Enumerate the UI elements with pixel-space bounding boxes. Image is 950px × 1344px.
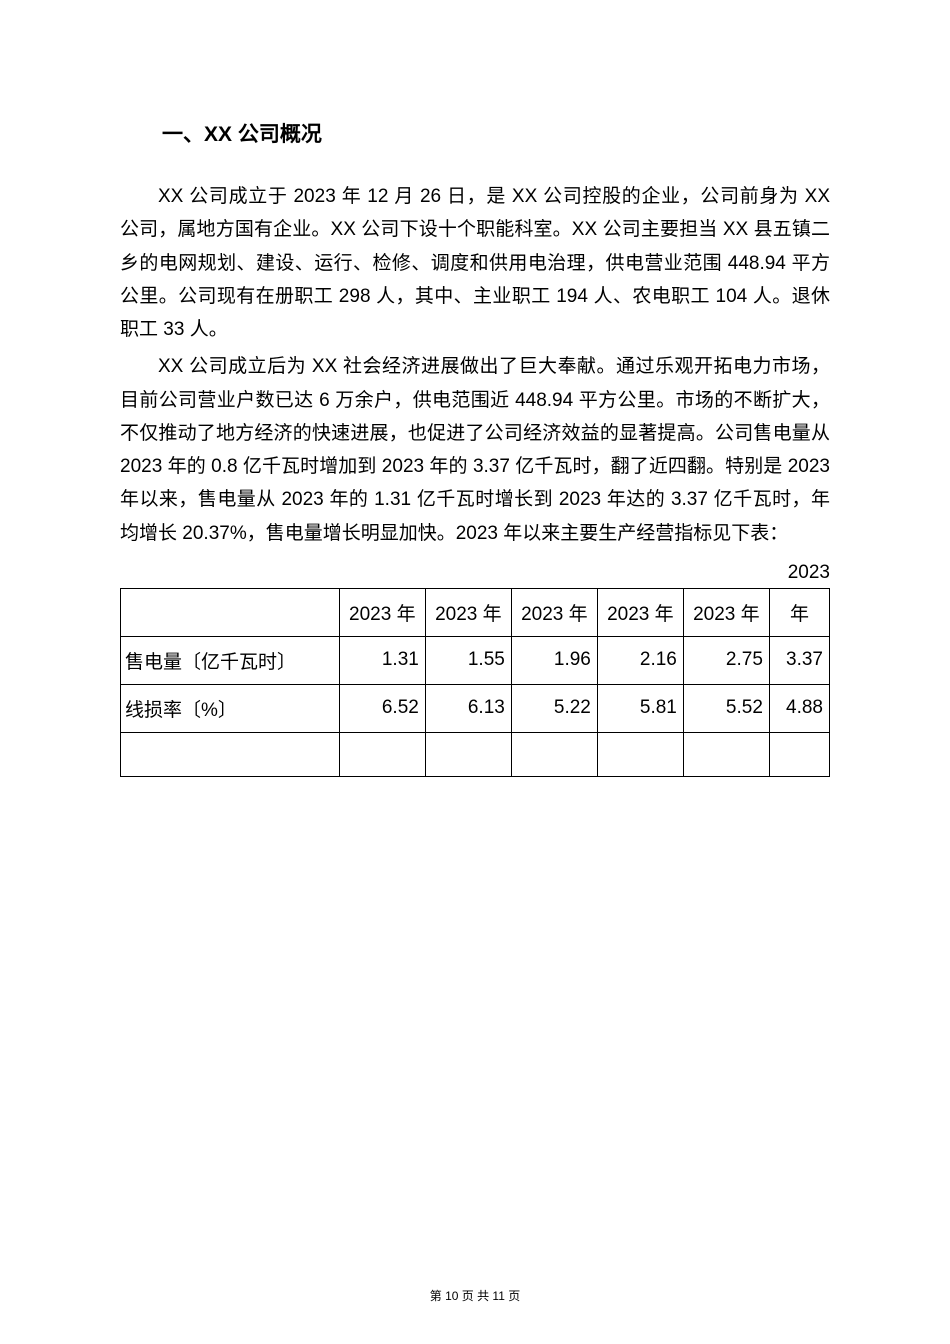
cell-sales-3: 1.96 bbox=[511, 636, 597, 684]
empty-cell bbox=[511, 732, 597, 776]
empty-cell bbox=[425, 732, 511, 776]
table-empty-row bbox=[121, 732, 830, 776]
header-year-1: 2023 年 bbox=[339, 588, 425, 636]
table-row: 线损率〔%〕 6.52 6.13 5.22 5.81 5.52 4.88 bbox=[121, 684, 830, 732]
header-year-2: 2023 年 bbox=[425, 588, 511, 636]
cell-sales-5: 2.75 bbox=[683, 636, 769, 684]
header-year-3: 2023 年 bbox=[511, 588, 597, 636]
cell-sales-6: 3.37 bbox=[769, 636, 829, 684]
empty-cell bbox=[683, 732, 769, 776]
paragraph-block-1: XX 公司成立于 2023 年 12 月 26 日，是 XX 公司控股的企业，公… bbox=[120, 180, 830, 346]
row-label-sales: 售电量〔亿千瓦时〕 bbox=[121, 636, 340, 684]
cell-loss-4: 5.81 bbox=[597, 684, 683, 732]
empty-cell bbox=[339, 732, 425, 776]
cell-loss-5: 5.52 bbox=[683, 684, 769, 732]
cell-loss-1: 6.52 bbox=[339, 684, 425, 732]
cell-loss-3: 5.22 bbox=[511, 684, 597, 732]
header-year-5: 2023 年 bbox=[683, 588, 769, 636]
header-year-4: 2023 年 bbox=[597, 588, 683, 636]
table-row: 售电量〔亿千瓦时〕 1.31 1.55 1.96 2.16 2.75 3.37 bbox=[121, 636, 830, 684]
cell-loss-2: 6.13 bbox=[425, 684, 511, 732]
cell-loss-6: 4.88 bbox=[769, 684, 829, 732]
empty-cell bbox=[121, 732, 340, 776]
paragraph-1: XX 公司成立于 2023 年 12 月 26 日，是 XX 公司控股的企业，公… bbox=[120, 180, 830, 346]
row-label-loss: 线损率〔%〕 bbox=[121, 684, 340, 732]
empty-cell bbox=[597, 732, 683, 776]
paragraph-2: XX 公司成立后为 XX 社会经济进展做出了巨大奉献。通过乐观开拓电力市场，目前… bbox=[120, 350, 830, 550]
year-label: 2023 bbox=[120, 562, 830, 584]
header-year-6: 年 bbox=[769, 588, 829, 636]
metrics-table: 2023 年 2023 年 2023 年 2023 年 2023 年 年 售电量… bbox=[120, 588, 830, 777]
section-heading: 一、XX 公司概况 bbox=[120, 118, 830, 148]
cell-sales-2: 1.55 bbox=[425, 636, 511, 684]
header-empty bbox=[121, 588, 340, 636]
cell-sales-4: 2.16 bbox=[597, 636, 683, 684]
empty-cell bbox=[769, 732, 829, 776]
paragraph-block-2: XX 公司成立后为 XX 社会经济进展做出了巨大奉献。通过乐观开拓电力市场，目前… bbox=[120, 350, 830, 550]
cell-sales-1: 1.31 bbox=[339, 636, 425, 684]
table-header-row: 2023 年 2023 年 2023 年 2023 年 2023 年 年 bbox=[121, 588, 830, 636]
page-footer: 第 10 页 共 11 页 bbox=[0, 1287, 950, 1304]
